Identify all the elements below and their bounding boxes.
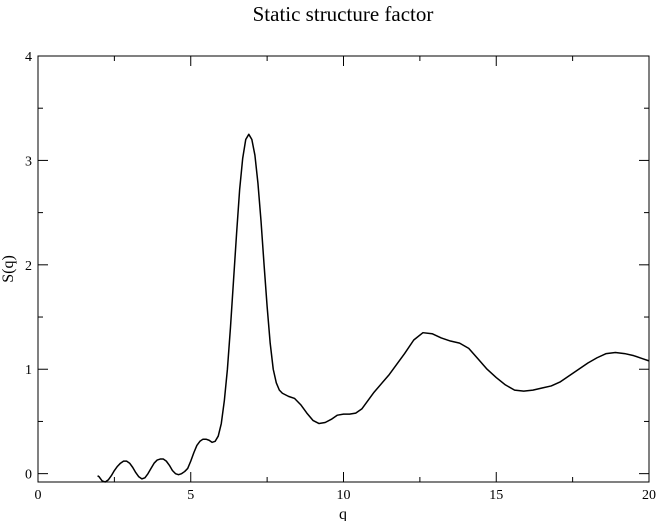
y-axis-label: S(q) <box>0 255 17 283</box>
y-tick-label: 4 <box>25 50 32 65</box>
x-tick-label: 5 <box>187 488 194 503</box>
series-line-0 <box>97 133 650 483</box>
y-tick-label: 3 <box>25 154 32 169</box>
y-tick-label: 1 <box>25 363 32 378</box>
y-tick-label: 2 <box>25 259 32 274</box>
y-axis-ticks: 0 1 2 3 4 <box>25 50 649 483</box>
x-tick-label: 20 <box>642 488 656 503</box>
x-tick-label: 15 <box>489 488 503 503</box>
x-axis-label: q <box>339 506 347 521</box>
data-line-group <box>97 133 650 483</box>
plot-frame <box>37 55 650 483</box>
chart-title: Static structure factor <box>253 2 434 26</box>
x-tick-label: 10 <box>337 488 351 503</box>
y-tick-label: 0 <box>25 468 32 483</box>
x-axis-ticks: 0 5 10 15 20 <box>35 56 656 503</box>
x-tick-label: 0 <box>35 488 42 503</box>
